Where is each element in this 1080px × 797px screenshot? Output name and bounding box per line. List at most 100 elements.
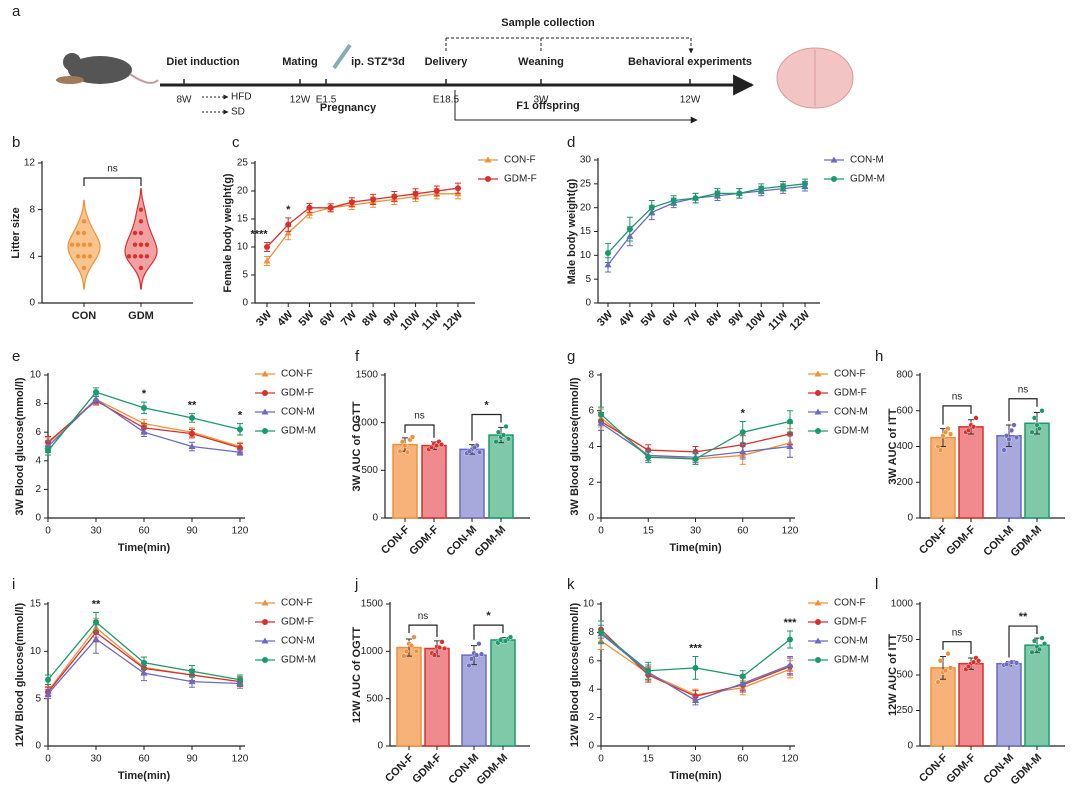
data-point xyxy=(144,254,150,259)
data-point xyxy=(404,449,411,455)
panel-letter: g xyxy=(567,348,575,365)
legend-marker xyxy=(815,657,821,663)
x-tick-label: CON-F xyxy=(917,523,950,556)
data-point xyxy=(285,221,292,228)
bar xyxy=(396,646,422,747)
data-point xyxy=(140,428,148,435)
legend-marker xyxy=(261,408,269,415)
data-point xyxy=(495,429,502,435)
data-point xyxy=(138,219,144,224)
data-point xyxy=(348,199,355,206)
y-tick-label: 250 xyxy=(896,705,913,716)
x-tick-label: 7W xyxy=(683,308,704,329)
legend-label: CON-M xyxy=(834,636,868,647)
data-point xyxy=(802,180,808,187)
x-tick-label: 0 xyxy=(45,526,51,537)
data-point xyxy=(503,423,509,430)
data-point xyxy=(739,429,746,436)
x-tick-label: GDM-F xyxy=(410,751,444,785)
data-point xyxy=(473,652,480,658)
y-tick-label: 10 xyxy=(30,646,42,657)
legend-label: CON-F xyxy=(281,598,313,609)
bar xyxy=(421,444,447,519)
y-tick-label: 10 xyxy=(583,599,595,610)
significance-label: ** xyxy=(1019,611,1028,623)
data-point xyxy=(1031,415,1038,421)
diet-label: SD xyxy=(231,107,245,118)
legend-label: CON-M xyxy=(834,407,868,418)
x-axis-label: Time(min) xyxy=(669,542,722,554)
event-title: Weaning xyxy=(518,56,564,68)
x-axis-label: Time(min) xyxy=(118,770,171,782)
legend-marker xyxy=(484,156,492,163)
x-tick-label: 60 xyxy=(737,526,749,537)
x-tick-label: 90 xyxy=(186,526,198,537)
data-point xyxy=(81,242,87,247)
data-point xyxy=(237,426,243,433)
bar xyxy=(1024,644,1050,747)
data-point xyxy=(45,676,51,683)
data-point xyxy=(786,443,794,449)
data-point xyxy=(81,265,87,271)
data-point xyxy=(945,426,951,432)
data-point xyxy=(787,636,793,643)
y-axis-label: 3W AUC of OGTT xyxy=(351,401,363,491)
data-point xyxy=(132,230,138,236)
significance-label: * xyxy=(142,388,147,400)
bar xyxy=(424,647,450,747)
bar xyxy=(1024,422,1050,519)
y-tick-label: 25 xyxy=(580,178,592,189)
x-tick-label: 10W xyxy=(398,308,423,333)
chart-panel: b 0 4 8 12 Litter size CON GDM ns xyxy=(10,134,193,322)
y-tick-label: 2 xyxy=(588,477,594,488)
y-axis-label: 12W AUC of ITT xyxy=(887,634,899,716)
data-point xyxy=(1029,429,1035,435)
x-tick-label: 30 xyxy=(90,526,102,537)
data-point xyxy=(739,680,747,687)
data-point xyxy=(306,204,313,211)
bar xyxy=(958,426,984,519)
significance-bracket xyxy=(83,177,142,186)
series-line xyxy=(266,187,459,248)
panel-letter: f xyxy=(355,348,360,365)
data-point xyxy=(1011,422,1017,428)
data-point xyxy=(132,242,138,247)
legend-marker xyxy=(814,408,822,415)
y-tick-label: 8 xyxy=(588,370,594,381)
legend-marker xyxy=(815,428,821,434)
x-tick-label: 7W xyxy=(339,308,360,329)
y-tick-label: 1000 xyxy=(361,646,384,657)
y-tick-label: 6 xyxy=(35,427,41,438)
y-tick-label: 4 xyxy=(35,455,41,466)
x-tick-label: 4W xyxy=(617,308,638,329)
legend-marker xyxy=(262,390,268,396)
y-tick-label: 200 xyxy=(896,477,913,488)
y-tick-label: 4 xyxy=(588,684,594,695)
y-tick-label: 4 xyxy=(29,251,35,262)
x-tick-label: 15 xyxy=(643,526,655,537)
y-axis-label: Litter size xyxy=(10,207,22,258)
data-point xyxy=(645,667,652,674)
data-point xyxy=(692,456,699,463)
data-point xyxy=(138,242,144,247)
legend-marker xyxy=(815,390,821,396)
y-axis-label: 12W Blood glucose(mmol/l) xyxy=(14,603,26,748)
series-line xyxy=(607,183,806,254)
data-point xyxy=(441,645,448,652)
y-tick-label: 0 xyxy=(372,513,378,524)
y-tick-label: 0 xyxy=(377,741,383,752)
data-point xyxy=(438,441,445,448)
data-point xyxy=(412,190,419,197)
y-tick-label: 6 xyxy=(588,655,594,666)
mouse-icon xyxy=(63,53,81,71)
event-title: Delivery xyxy=(425,56,469,68)
event-time: 3W xyxy=(534,95,550,106)
y-tick-label: 1500 xyxy=(361,599,384,610)
x-tick-label: CON-F xyxy=(379,523,412,556)
food-icon xyxy=(56,76,84,84)
legend-marker xyxy=(814,637,822,644)
data-point xyxy=(692,697,699,704)
data-point xyxy=(1034,422,1040,428)
